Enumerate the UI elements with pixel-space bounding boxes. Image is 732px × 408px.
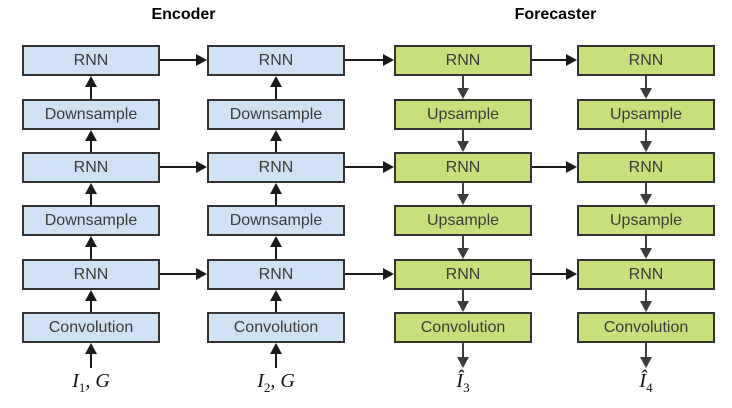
forecaster2-rnn-box-bottom: RNN [577,259,715,290]
arrow-down-icon [639,130,653,152]
encoder1-downsample-box-2: Downsample [22,205,160,236]
forecaster1-rnn-box-top: RNN [394,45,532,76]
arrow-up-icon [84,76,98,99]
output-label-i4hat: Î4 [586,366,706,396]
arrow-up-icon [269,236,283,259]
encoder1-rnn-box-top: RNN [22,45,160,76]
forecaster2-upsample-box-2: Upsample [577,205,715,236]
arrow-up-icon [269,290,283,312]
arrow-up-icon [84,343,98,368]
encoder-title: Encoder [151,6,216,23]
forecaster1-rnn-box-bottom: RNN [394,259,532,290]
output-label-main: Î [456,370,464,392]
input-label-main: I [257,370,264,392]
encoder1-rnn-box-mid: RNN [22,152,160,183]
encoder2-rnn-box-bottom: RNN [207,259,345,290]
arrow-up-icon [84,236,98,259]
forecaster1-upsample-box-1: Upsample [394,99,532,130]
output-label-main: Î [639,370,647,392]
output-label-sub: 3 [463,380,470,395]
encoder2-convolution-box: Convolution [207,312,345,343]
encoder1-convolution-box: Convolution [22,312,160,343]
arrow-down-icon [456,290,470,312]
arrow-down-icon [639,76,653,99]
arrow-right-icon [345,267,394,281]
input-label-rest: , G [270,370,295,392]
output-label-sub: 4 [646,380,653,395]
encoder1-downsample-box-1: Downsample [22,99,160,130]
forecaster2-upsample-box-1: Upsample [577,99,715,130]
forecaster2-convolution-box: Convolution [577,312,715,343]
arrow-right-icon [345,160,394,174]
arrow-right-icon [532,160,577,174]
arrow-right-icon [160,267,207,281]
encoder2-rnn-box-top: RNN [207,45,345,76]
arrow-up-icon [84,130,98,152]
encoder2-downsample-box-2: Downsample [207,205,345,236]
arrow-right-icon [160,53,207,67]
input-label-rest: , G [85,370,110,392]
arrow-up-icon [269,130,283,152]
arrow-right-icon [532,53,577,67]
input-label-i2g: I2, G [216,366,336,396]
input-label-sub: 1 [78,380,86,395]
forecaster2-rnn-box-mid: RNN [577,152,715,183]
arrow-down-icon [456,130,470,152]
arrow-right-icon [532,267,577,281]
encoder2-rnn-box-mid: RNN [207,152,345,183]
arrow-down-icon [639,183,653,205]
input-label-main: I [72,370,79,392]
encoder2-downsample-box-1: Downsample [207,99,345,130]
arrow-down-icon [456,236,470,259]
arrow-right-icon [160,160,207,174]
forecaster1-upsample-box-2: Upsample [394,205,532,236]
arrow-down-icon [639,236,653,259]
arrow-down-icon [456,183,470,205]
arrow-down-icon [639,290,653,312]
arrow-down-icon [456,76,470,99]
arrow-up-icon [84,290,98,312]
output-label-i3hat: Î3 [403,366,523,396]
arrow-up-icon [84,183,98,205]
arrow-up-icon [269,183,283,205]
arrow-up-icon [269,76,283,99]
input-label-i1g: I1, G [31,366,151,396]
arrow-down-icon [639,343,653,368]
forecaster-title: Forecaster [514,6,597,23]
arrow-down-icon [456,343,470,368]
forecaster1-rnn-box-mid: RNN [394,152,532,183]
forecaster1-convolution-box: Convolution [394,312,532,343]
arrow-up-icon [269,343,283,368]
encoder1-rnn-box-bottom: RNN [22,259,160,290]
input-label-sub: 2 [263,380,271,395]
forecaster2-rnn-box-top: RNN [577,45,715,76]
arrow-right-icon [345,53,394,67]
